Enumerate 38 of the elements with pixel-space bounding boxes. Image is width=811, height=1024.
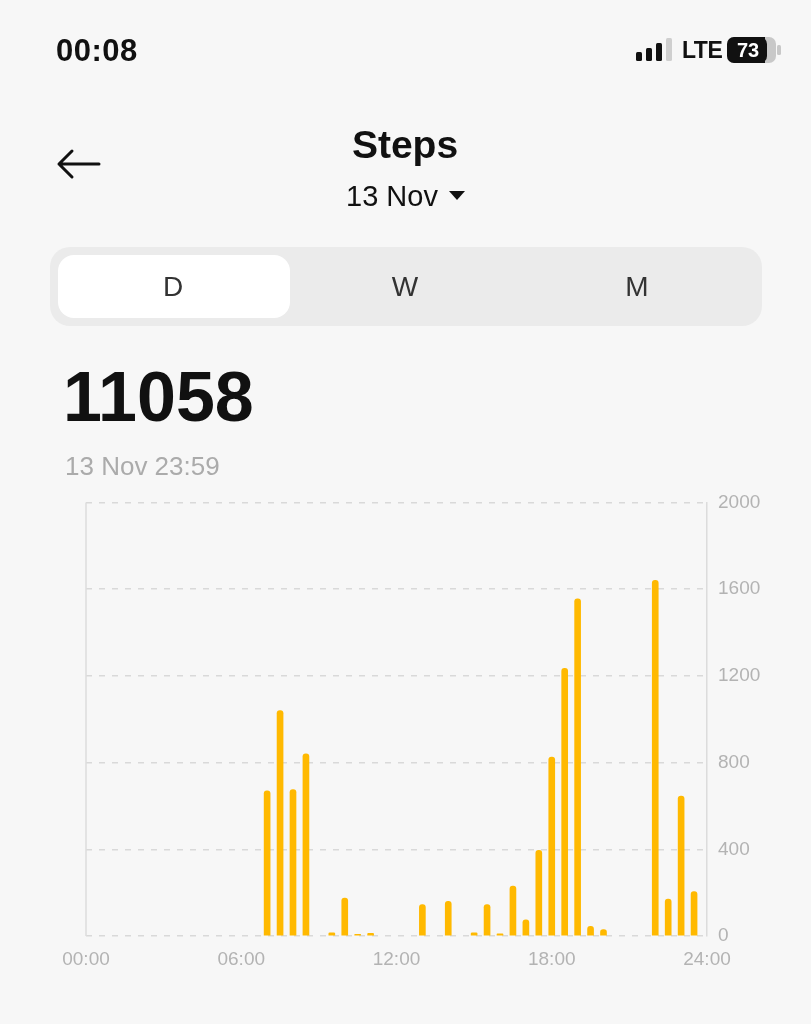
bar: [535, 850, 543, 936]
text: D: [162, 270, 184, 302]
x-tick-label: 18:00: [527, 947, 576, 969]
bar: [263, 790, 271, 936]
y-tick-label: 2000: [718, 490, 761, 512]
chart-title: Steps: [351, 123, 459, 167]
bar: [289, 789, 297, 936]
bar: [561, 667, 569, 936]
text: M: [625, 270, 649, 302]
x-tick-label: 00:00: [62, 947, 110, 969]
bar: [444, 900, 452, 936]
x-tick-label: 24:00: [683, 947, 731, 969]
text: 73: [736, 38, 760, 61]
chart-subtitle: 13 Nov: [346, 179, 438, 212]
y-tick-label: 0: [718, 924, 729, 946]
bar: [574, 598, 581, 936]
text: 11058: [63, 357, 254, 436]
x-tick-label: 06:00: [217, 947, 266, 969]
bar: [677, 795, 685, 936]
bar: [664, 898, 672, 936]
bar: [483, 904, 491, 936]
x-tick-label: 12:00: [372, 947, 421, 969]
bar: [690, 891, 698, 936]
y-tick-label: 1200: [718, 664, 761, 686]
y-tick-label: 800: [718, 750, 750, 772]
bar: [548, 756, 556, 936]
bar: [509, 885, 517, 936]
bar: [651, 580, 659, 936]
y-tick-label: 400: [718, 837, 750, 859]
text: 00:08: [56, 33, 138, 69]
bar: [341, 897, 349, 936]
y-tick-label: 1600: [718, 577, 761, 599]
text: LTE: [682, 37, 723, 64]
bar: [419, 904, 426, 936]
text: W: [391, 270, 419, 302]
bar: [276, 710, 284, 936]
text: 13 Nov 23:59: [65, 450, 220, 481]
bar: [302, 753, 310, 936]
